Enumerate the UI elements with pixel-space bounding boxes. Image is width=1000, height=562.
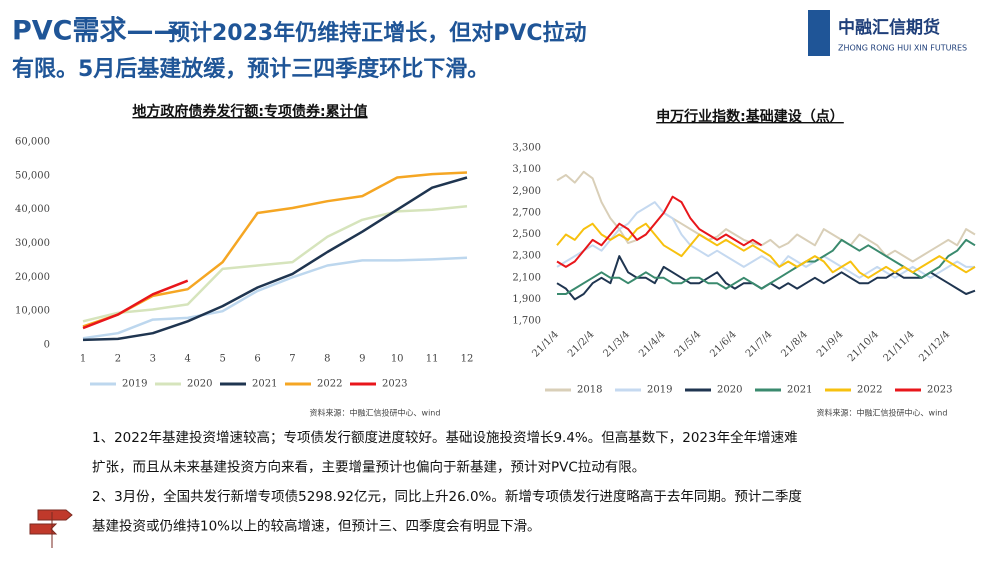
- series-line: [82, 171, 468, 328]
- y-tick-label: 1,700: [512, 316, 541, 327]
- x-tick-label: 5: [219, 354, 225, 365]
- source: 资料来源：中融汇信投研中心、wind: [817, 408, 948, 418]
- y-tick-label: 3,100: [512, 164, 541, 175]
- series-line: [82, 256, 468, 340]
- x-tick-label: 21/1/4: [530, 329, 561, 360]
- note-line: 扩张，而且从未来基建投资方向来看，主要增量预计也偏向于新基建，预计对PVC拉动有…: [92, 459, 645, 476]
- logo-mark: [808, 10, 830, 56]
- x-tick-label: 21/10/4: [846, 329, 881, 364]
- legend-label: 2020: [187, 379, 212, 390]
- x-tick-label: 21/6/4: [708, 329, 739, 360]
- legend-label: 2023: [927, 385, 952, 396]
- y-tick-label: 2,900: [512, 186, 541, 197]
- y-tick-label: 1,900: [512, 294, 541, 305]
- series-line: [556, 195, 763, 268]
- x-tick-label: 8: [324, 354, 330, 365]
- x-tick-label: 1: [80, 354, 86, 365]
- chart-title: 申万行业指数:基础建设（点）: [656, 108, 844, 125]
- legend-label: 2018: [577, 385, 602, 396]
- note-line: 2、3月份，全国共发行新增专项债5298.92亿元，同比上升26.0%。新增专项…: [92, 488, 802, 505]
- legend-label: 2019: [122, 379, 147, 390]
- x-tick-label: 21/8/4: [779, 329, 810, 360]
- legend-label: 2022: [857, 385, 882, 396]
- y-tick-label: 60,000: [15, 137, 50, 148]
- title-line2: 有限。5月后基建放缓，预计三四季度环比下滑。: [12, 56, 489, 82]
- y-tick-label: 2,100: [512, 272, 541, 283]
- x-tick-label: 21/12/4: [917, 329, 952, 364]
- x-tick-label: 21/5/4: [673, 329, 704, 360]
- x-tick-label: 21/11/4: [882, 329, 917, 364]
- signpost-icon: [29, 509, 73, 548]
- notes: 1、2022年基建投资增速较高；专项债发行额度进度较好。基础设施投资增长9.4%…: [92, 429, 802, 535]
- x-tick-label: 21/9/4: [815, 329, 846, 360]
- legend-label: 2021: [787, 385, 812, 396]
- x-tick-label: 9: [359, 354, 365, 365]
- y-tick-label: 2,700: [512, 207, 541, 218]
- y-tick-label: 2,300: [512, 251, 541, 262]
- x-tick-label: 10: [391, 354, 404, 365]
- series-line: [82, 279, 189, 330]
- source: 资料来源：中融汇信投研中心、wind: [310, 408, 441, 418]
- x-tick-label: 21/7/4: [744, 329, 775, 360]
- x-tick-label: 7: [289, 354, 295, 365]
- legend-label: 2021: [252, 379, 277, 390]
- y-tick-label: 3,300: [512, 143, 541, 154]
- y-tick-label: 10,000: [15, 306, 50, 317]
- title-main: PVC需求——: [12, 16, 181, 47]
- series-line: [82, 205, 468, 323]
- x-tick-label: 6: [254, 354, 260, 365]
- x-tick-label: 21/3/4: [601, 329, 632, 360]
- chart-title: 地方政府债券发行额:专项债券:累计值: [132, 103, 367, 120]
- x-tick-label: 12: [461, 354, 474, 365]
- y-tick-label: 30,000: [15, 238, 50, 249]
- y-tick-label: 20,000: [15, 272, 50, 283]
- x-tick-label: 21/2/4: [566, 329, 597, 360]
- legend-label: 2023: [382, 379, 407, 390]
- y-tick-label: 2,500: [512, 229, 541, 240]
- x-tick-label: 11: [426, 354, 439, 365]
- logo-en: ZHONG RONG HUI XIN FUTURES: [838, 44, 967, 53]
- y-tick-label: 50,000: [15, 170, 50, 181]
- y-tick-label: 0: [44, 340, 50, 351]
- y-tick-label: 40,000: [15, 204, 50, 215]
- x-tick-label: 3: [150, 354, 156, 365]
- series-line: [556, 170, 976, 263]
- note-line: 1、2022年基建投资增速较高；专项债发行额度进度较好。基础设施投资增长9.4%…: [92, 429, 798, 446]
- x-tick-label: 2: [115, 354, 121, 365]
- legend-label: 2022: [317, 379, 342, 390]
- series-line: [556, 201, 975, 279]
- logo-cn: 中融汇信期货: [838, 17, 940, 38]
- x-tick-label: 4: [185, 354, 191, 365]
- series-line: [556, 222, 976, 279]
- series-line: [82, 176, 468, 342]
- legend-label: 2020: [717, 385, 742, 396]
- x-tick-label: 21/4/4: [637, 329, 668, 360]
- note-line: 基建投资或仍维持10%以上的较高增速，但预计三、四季度会有明显下滑。: [92, 518, 541, 535]
- title-rest: 预计2023年仍维持正增长，但对PVC拉动: [168, 20, 587, 46]
- legend-label: 2019: [647, 385, 672, 396]
